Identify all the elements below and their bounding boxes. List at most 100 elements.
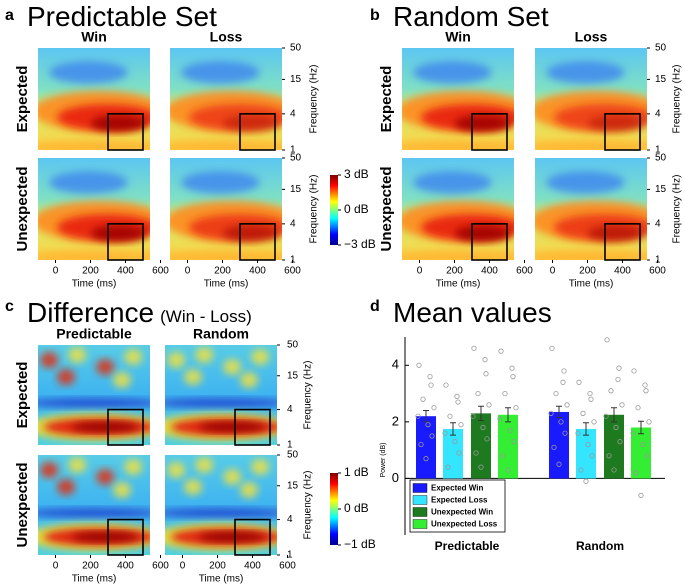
subject-point [587, 390, 593, 397]
heatmap-blob [240, 482, 258, 498]
heatmap-blob [587, 115, 644, 132]
heatmap-blob [535, 140, 647, 150]
subject-point [608, 388, 614, 394]
heatmap-blob [167, 462, 186, 478]
subject-point [431, 405, 437, 411]
y-axis-label: Power (dB) [380, 442, 387, 477]
y-tick-label: 15 [290, 184, 302, 195]
subject-point [638, 492, 644, 498]
heatmap [165, 345, 277, 445]
subject-point [456, 450, 462, 456]
subject-point [507, 427, 513, 433]
subject-point [415, 413, 421, 419]
bar [498, 414, 518, 479]
legend-swatch [412, 483, 428, 493]
subject-point [442, 430, 448, 436]
subject-point [560, 379, 566, 385]
y-tick-label: 15 [287, 370, 299, 381]
subject-point [509, 365, 515, 371]
colorbar [330, 473, 338, 545]
subject-point [640, 441, 646, 448]
subject-point [589, 453, 595, 459]
subject-point [473, 450, 479, 456]
analysis-window [604, 113, 641, 151]
heatmap-blob [198, 422, 266, 432]
heatmap-blob [184, 479, 202, 495]
subject-point [617, 439, 623, 445]
y-tick-label: 1 [287, 440, 293, 451]
row-label: Expected [378, 66, 395, 133]
heatmap-blob [57, 479, 75, 495]
x-tick-label: 400 [614, 266, 631, 277]
y-tick-label: 15 [655, 184, 667, 195]
panel-letter: c [5, 298, 14, 315]
subject-point [630, 430, 636, 436]
row-label: Unexpected [14, 462, 31, 547]
heatmap-blob [223, 469, 242, 485]
heatmap-blob [90, 225, 147, 242]
analysis-window [234, 408, 271, 446]
subject-point [482, 357, 488, 363]
x-tick-label: 200 [214, 266, 231, 277]
subject-point [429, 433, 435, 439]
y-tick-label: 50 [655, 43, 667, 54]
subject-point [428, 382, 434, 388]
heatmap [402, 48, 514, 150]
panel-letter: a [5, 7, 14, 24]
x-tick-label: 0 [180, 561, 186, 572]
subject-point [580, 410, 586, 416]
y-tick-label: 4 [392, 357, 399, 372]
subject-point [558, 419, 564, 425]
x-tick-label: 200 [82, 561, 99, 572]
subject-point [616, 365, 622, 371]
y-tick-label: 15 [290, 74, 302, 85]
subject-point [548, 410, 554, 416]
heatmap-blob [454, 115, 511, 132]
y-tick-label: 50 [655, 153, 667, 164]
error-bar [450, 422, 456, 436]
panel-letter: b [370, 7, 380, 24]
subject-point [613, 424, 619, 431]
heatmap-blob [71, 532, 139, 542]
analysis-window [107, 113, 144, 151]
subject-point [553, 390, 559, 397]
column-label: Win [445, 29, 471, 45]
subject-point [551, 444, 557, 450]
subject-point [425, 422, 431, 428]
heatmap [170, 48, 282, 150]
heatmap [165, 455, 277, 555]
x-tick-label: 600 [279, 561, 296, 572]
y-axis-label: Frequency (Hz) [309, 175, 320, 244]
panel-subtitle: (Win - Loss) [160, 307, 252, 326]
x-tick-label: Predictable [435, 539, 500, 553]
subject-point [513, 405, 519, 411]
heatmap-blob [68, 347, 87, 363]
colorbar-label: 1 dB [344, 465, 369, 479]
heatmap-blob [198, 532, 266, 542]
x-axis-label: Time (ms) [72, 574, 117, 585]
heatmap-blob [38, 508, 150, 518]
subject-point [549, 345, 555, 351]
x-tick-label: 0 [53, 266, 59, 277]
subject-point [633, 470, 639, 476]
y-tick-label: 50 [290, 43, 302, 54]
colorbar [330, 175, 338, 245]
heatmap-blob [546, 61, 625, 84]
subject-point [556, 461, 562, 467]
panel-title: Random Set [393, 1, 549, 32]
y-axis-label: Frequency (Hz) [303, 471, 314, 540]
heatmap-blob [49, 61, 128, 84]
bar [416, 416, 436, 479]
heatmap-blob [113, 482, 131, 498]
heatmap-blob [223, 359, 242, 375]
x-tick-label: 0 [417, 266, 423, 277]
x-tick-label: 600 [152, 266, 169, 277]
heatmap-blob [96, 469, 115, 485]
legend-label: Expected Win [431, 484, 483, 493]
subject-point [564, 402, 570, 408]
heatmap-blob [38, 398, 150, 408]
heatmap-blob [113, 372, 131, 388]
subject-point [416, 362, 422, 368]
heatmap-blob [251, 459, 270, 475]
